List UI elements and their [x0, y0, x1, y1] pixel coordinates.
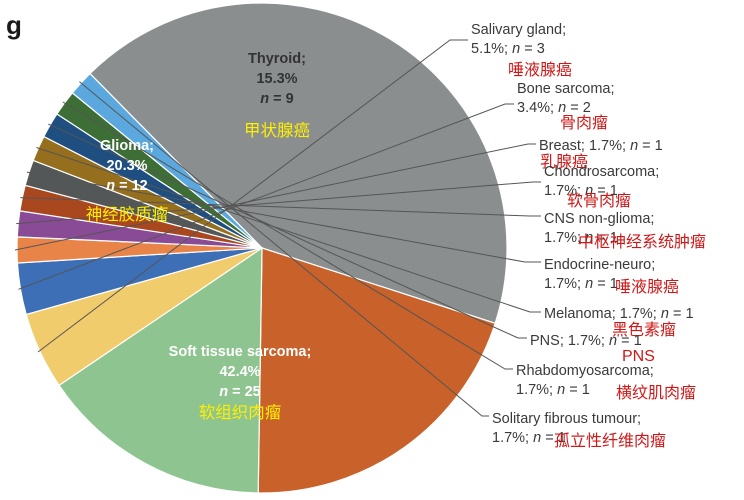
label-endocrine-line1: Endocrine-neuro; — [544, 257, 655, 273]
label-soft_tissue-name: Soft tissue sarcoma; — [169, 344, 312, 360]
label-soft_tissue-count: n = 25 — [219, 384, 261, 400]
leader-salivary — [37, 39, 468, 353]
label-solitary-cn: 孤立性纤维肉瘤 — [554, 432, 666, 450]
label-breast-line1: Breast; 1.7%; n = 1 — [539, 138, 663, 154]
label-salivary-cn: 唾液腺癌 — [508, 61, 572, 79]
slice-labels: Soft tissue sarcoma; 42.4% n = 25 软组织肉瘤 Glio… — [86, 22, 706, 450]
leader-bone — [18, 103, 514, 290]
label-chondro-line2: 1.7%; n = 1 — [544, 183, 618, 199]
label-glioma-percent: 20.3% — [106, 158, 147, 174]
label-pns-line1: PNS; 1.7%; n = 1 — [530, 333, 642, 349]
leader-breast — [14, 143, 536, 251]
label-rhabdo-cn: 横纹肌肉瘤 — [616, 384, 696, 402]
label-soft_tissue-percent: 42.4% — [219, 364, 260, 380]
label-melanoma-line1: Melanoma; 1.7%; n = 1 — [544, 306, 694, 322]
label-salivary-line1: Salivary gland; — [471, 22, 566, 38]
leader-solitary — [79, 81, 489, 417]
label-bone-line1: Bone sarcoma; — [517, 81, 615, 97]
label-solitary-line1: Solitary fibrous tumour; — [492, 411, 641, 427]
label-solitary-line2: 1.7%; n = 1 — [492, 430, 566, 446]
label-melanoma-cn: 黑色素瘤 — [612, 321, 676, 339]
label-soft_tissue-cn: 软组织肉瘤 — [199, 403, 282, 422]
label-endocrine-line2: 1.7%; n = 1 — [544, 276, 618, 292]
label-glioma-count: n = 12 — [106, 178, 148, 194]
leader-pns — [48, 123, 527, 339]
label-cns-cn: 中枢神经系统肿瘤 — [578, 233, 706, 251]
label-rhabdo-line2: 1.7%; n = 1 — [516, 382, 590, 398]
label-cns-line2: 1.7%; n = 1 — [544, 230, 618, 246]
label-glioma-name: Glioma; — [100, 138, 154, 154]
leader-chondro — [16, 181, 541, 225]
label-thyroid-count: n = 9 — [260, 91, 293, 107]
label-bone-cn: 骨肉瘤 — [560, 114, 608, 132]
label-cns-line1: CNS non-glioma; — [544, 211, 654, 227]
label-endocrine-cn: 唾液腺癌 — [615, 278, 679, 296]
label-salivary-line2: 5.1%; n = 3 — [471, 41, 545, 57]
leader-lines — [14, 39, 541, 417]
leader-rhabdo — [62, 101, 513, 370]
panel-label: g — [6, 10, 22, 40]
label-bone-line2: 3.4%; n = 2 — [517, 100, 591, 116]
slice-soft_tissue — [89, 2, 508, 325]
label-thyroid-name: Thyroid; — [248, 51, 306, 67]
label-breast-cn: 乳腺癌 — [540, 153, 588, 171]
label-chondro-line1: Chondrosarcoma; — [544, 164, 659, 180]
slice-thyroid — [58, 246, 263, 494]
label-thyroid-percent: 15.3% — [256, 71, 297, 87]
label-chondro-cn: 软骨肉瘤 — [567, 192, 631, 210]
leader-melanoma — [36, 147, 541, 313]
label-thyroid-cn: 甲状腺癌 — [244, 121, 310, 140]
label-pns-cn: PNS — [622, 348, 655, 365]
leader-endocrine — [26, 171, 541, 263]
label-glioma-cn: 神经胶质瘤 — [86, 205, 169, 224]
leader-cns — [20, 197, 541, 217]
label-rhabdo-line1: Rhabdomyosarcoma; — [516, 363, 654, 379]
